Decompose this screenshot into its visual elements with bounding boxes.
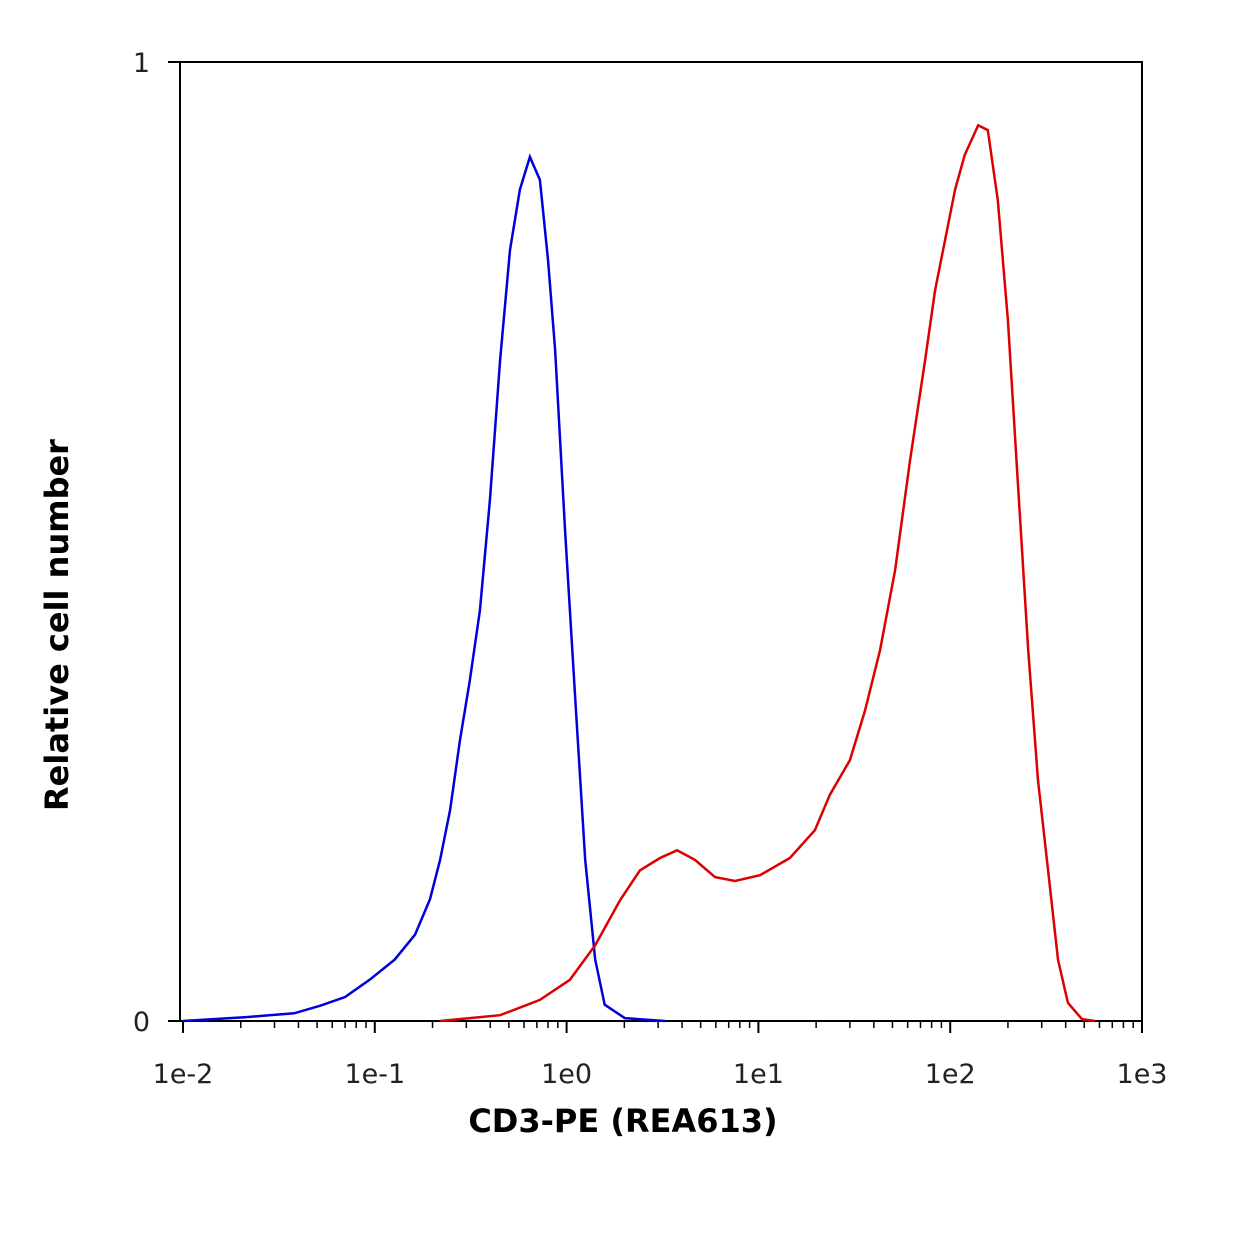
y-tick-label: 1 [133,48,150,79]
x-tick-label: 1e3 [1117,1059,1168,1090]
histogram-line [182,153,666,1023]
x-tick-label: 1e-2 [153,1059,214,1090]
y-axis-title: Relative cell number [38,439,76,811]
histogram-line [439,123,1096,1023]
y-tick-label: 0 [133,1007,150,1038]
x-axis-title: CD3-PE (REA613) [468,1102,777,1140]
x-tick-label: 1e0 [541,1059,592,1090]
x-tick-label: 1e2 [925,1059,976,1090]
x-tick-label: 1e1 [733,1059,784,1090]
x-tick-label: 1e-1 [344,1059,405,1090]
